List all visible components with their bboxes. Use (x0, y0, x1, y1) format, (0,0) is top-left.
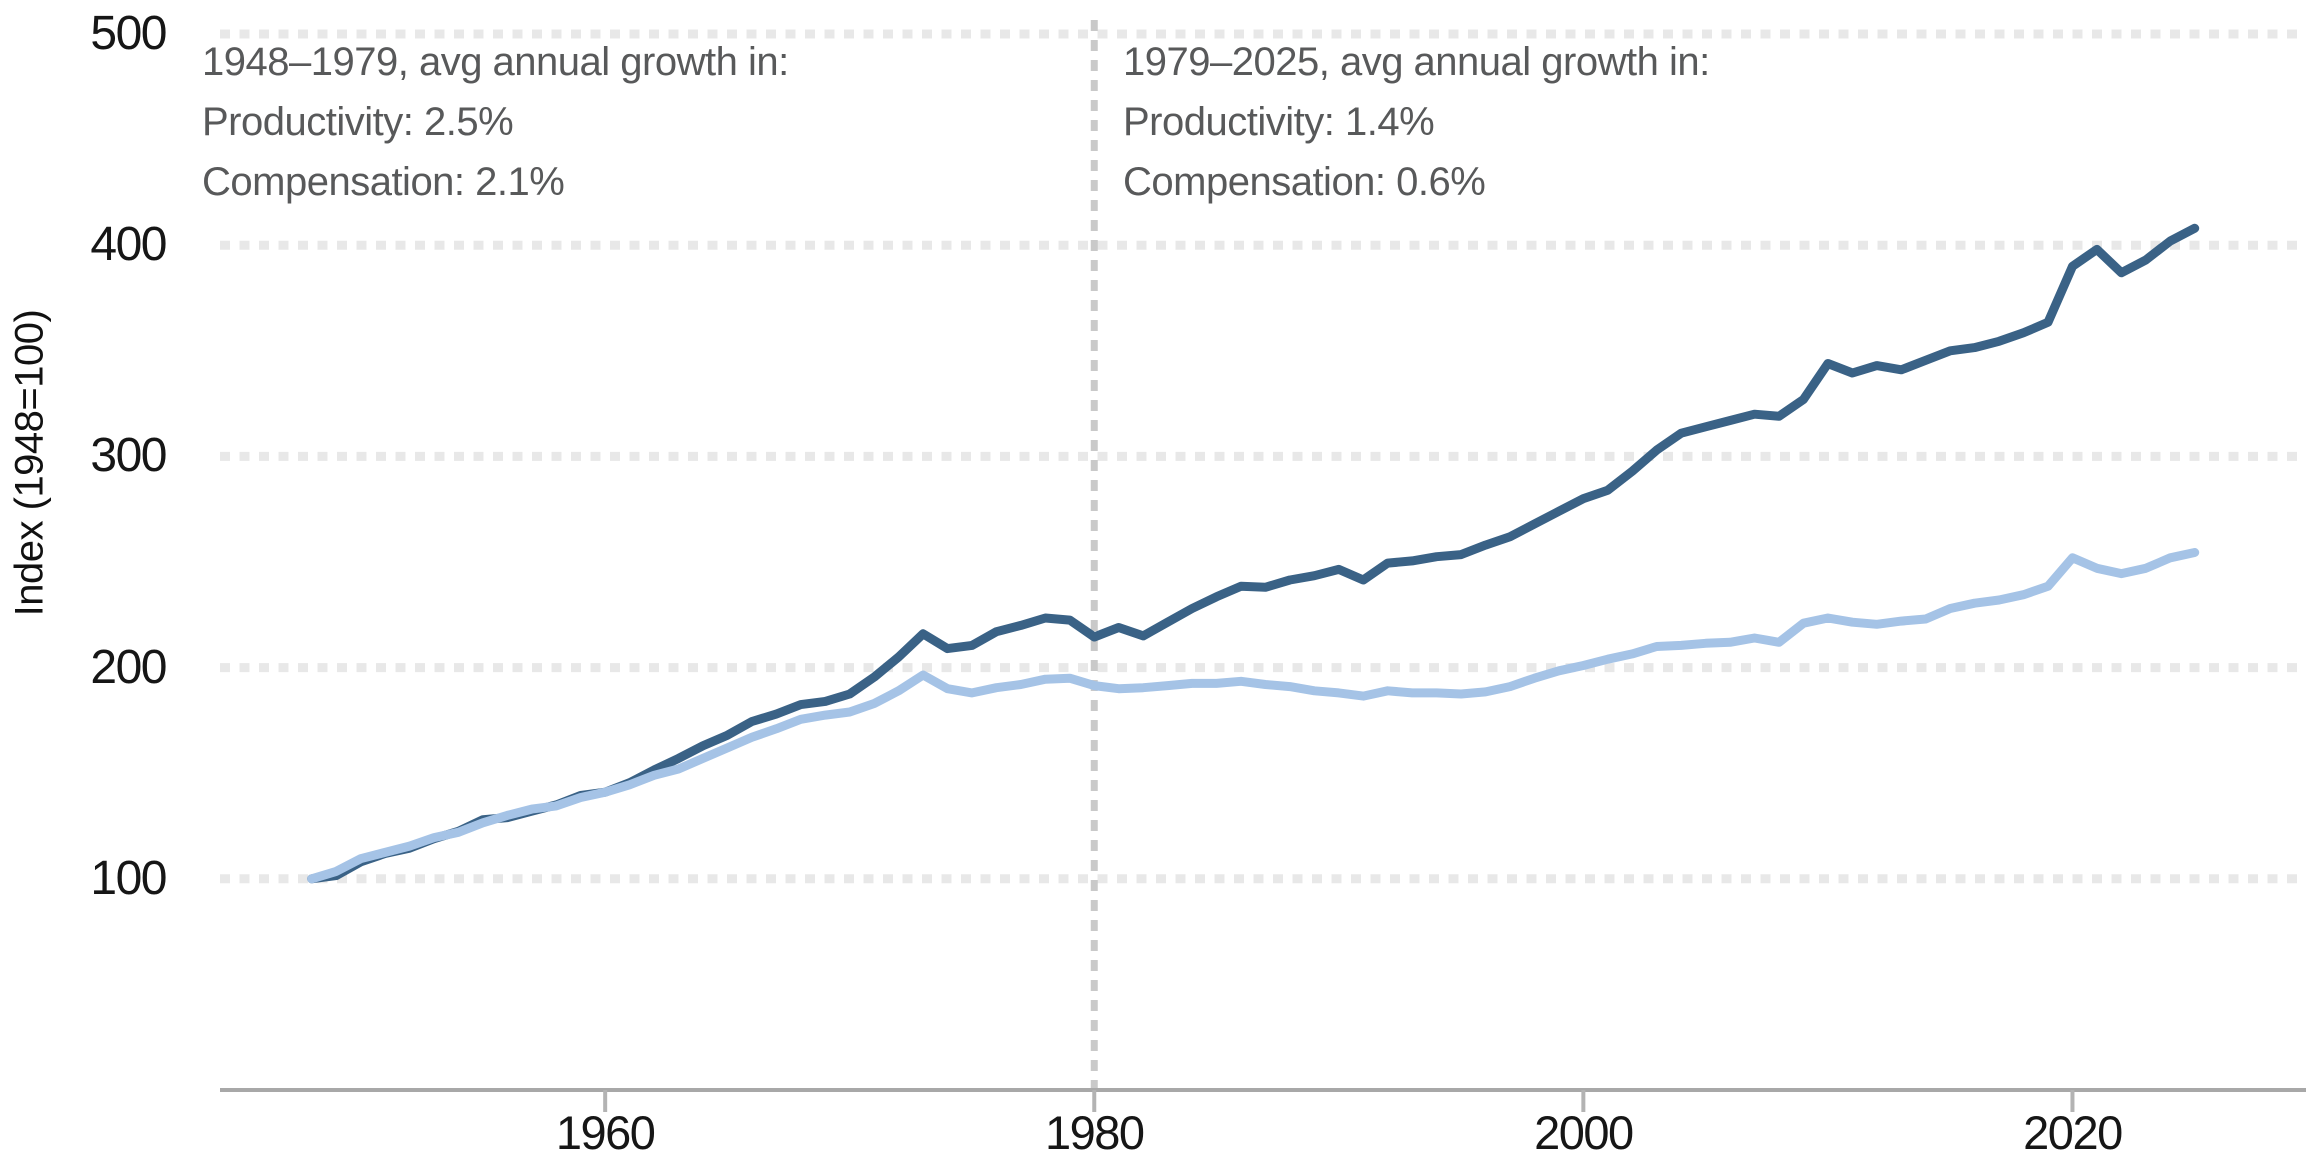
x-tick-label-2020: 2020 (2023, 1106, 2123, 1159)
annotation-productivity-growth: Productivity: 1.4% (1123, 100, 1435, 144)
annotation-title: 1948–1979, avg annual growth in: (202, 40, 789, 84)
y-tick-label-500: 500 (90, 7, 167, 60)
annotation-compensation-growth: Compensation: 2.1% (202, 160, 565, 204)
annotation-title: 1979–2025, avg annual growth in: (1123, 40, 1710, 84)
y-tick-label-300: 300 (90, 429, 167, 483)
annotation-1979-2025: 1979–2025, avg annual growth in: Product… (1123, 32, 1710, 212)
annotation-1948-1979: 1948–1979, avg annual growth in: Product… (202, 32, 789, 212)
compensation-line (307, 548, 2200, 884)
x-tick-label-1980: 1980 (1044, 1106, 1145, 1159)
y-tick-label-400: 400 (90, 218, 167, 272)
x-tick-label-2000: 2000 (1534, 1106, 1634, 1159)
annotation-compensation-growth: Compensation: 0.6% (1123, 160, 1486, 204)
productivity-line (307, 223, 2200, 884)
annotation-productivity-growth: Productivity: 2.5% (202, 100, 514, 144)
y-tick-label-200: 200 (90, 640, 167, 694)
x-tick-label-1960: 1960 (555, 1106, 656, 1159)
y-tick-label-100: 100 (90, 851, 167, 905)
